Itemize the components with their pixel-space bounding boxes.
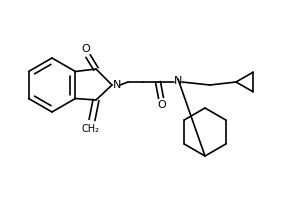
Text: O: O (158, 100, 166, 110)
Text: CH₂: CH₂ (82, 124, 100, 134)
Text: O: O (82, 44, 90, 54)
Text: N: N (174, 76, 182, 86)
Text: N: N (113, 80, 121, 90)
